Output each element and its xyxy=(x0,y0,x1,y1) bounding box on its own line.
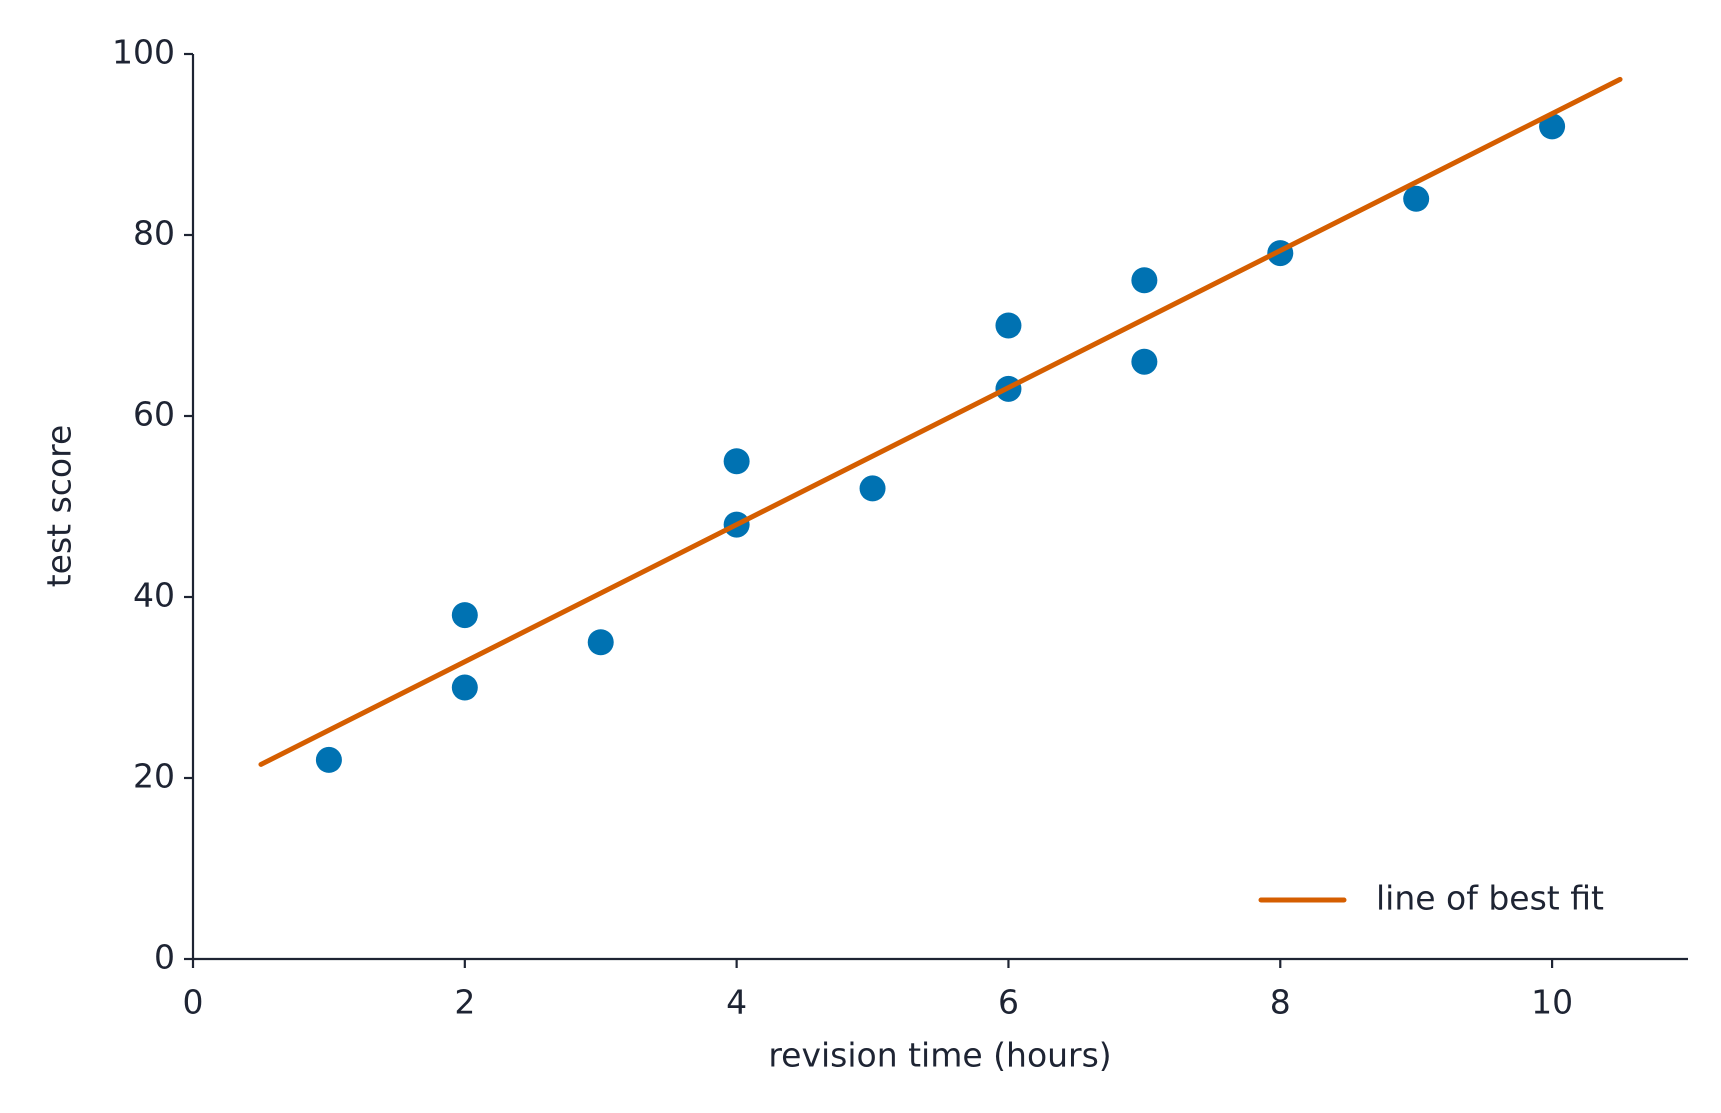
y-tick-label: 40 xyxy=(133,576,175,615)
x-tick-label: 8 xyxy=(1270,983,1291,1022)
scatter-point xyxy=(859,475,886,502)
scatter-point xyxy=(1131,267,1158,294)
x-tick-label: 6 xyxy=(998,983,1019,1022)
scatter-point xyxy=(723,448,750,475)
x-tick-label: 4 xyxy=(726,983,747,1022)
scatter-point xyxy=(1403,185,1430,212)
y-tick-label: 100 xyxy=(112,33,175,72)
x-tick-label: 2 xyxy=(454,983,475,1022)
x-tick-label: 0 xyxy=(183,983,204,1022)
scatter-point xyxy=(315,746,342,773)
x-tick-label: 10 xyxy=(1531,983,1573,1022)
scatter-point xyxy=(1539,113,1566,140)
fit-line xyxy=(258,76,1623,767)
y-tick-label: 0 xyxy=(154,938,175,977)
x-axis-label: revision time (hours) xyxy=(768,1036,1111,1075)
legend-label: line of best fit xyxy=(1376,879,1604,918)
y-axis-label: test score xyxy=(40,425,79,588)
scatter-point xyxy=(995,312,1022,339)
scatter-point xyxy=(587,629,614,656)
y-tick-label: 60 xyxy=(133,395,175,434)
y-tick-label: 80 xyxy=(133,214,175,253)
scatter-point xyxy=(451,602,478,629)
scatter-point xyxy=(451,674,478,701)
scatter-point xyxy=(1131,348,1158,375)
y-tick-label: 20 xyxy=(133,757,175,796)
